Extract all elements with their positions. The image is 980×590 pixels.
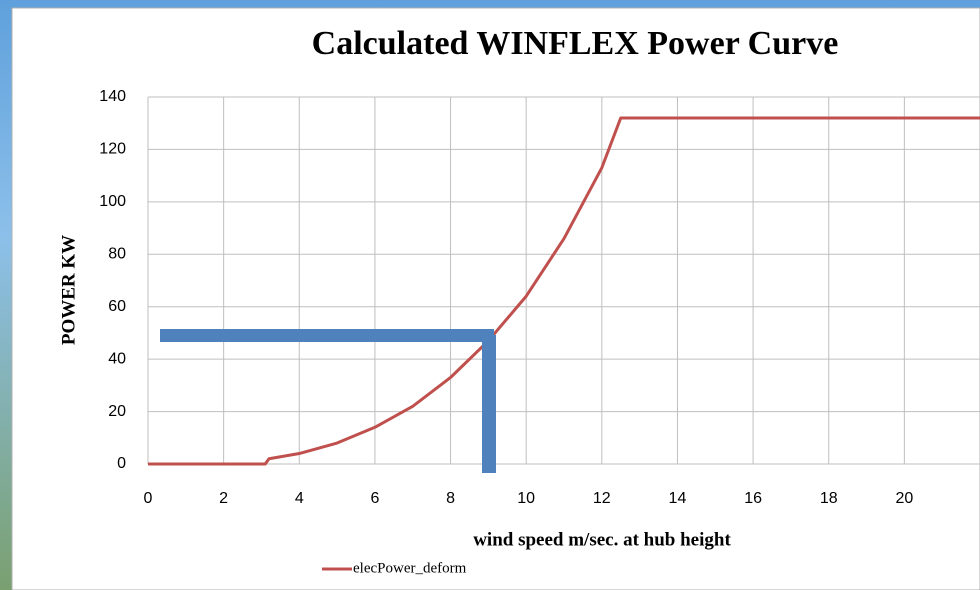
x-tick-label: 10	[517, 490, 535, 507]
series-line	[148, 116, 980, 466]
y-tick-label: 20	[108, 403, 126, 420]
grid: 0 20 40 60 80 100 120 140 0 2 4 6 8 10 12 14 16 18 20	[99, 88, 980, 507]
y-tick-label: 80	[108, 246, 126, 263]
x-tick-label: 20	[895, 490, 913, 507]
x-tick-label: 16	[744, 490, 762, 507]
x-tick-label: 2	[219, 490, 228, 507]
x-tick-label: 14	[669, 490, 687, 507]
x-tick-label: 4	[295, 490, 304, 507]
annotation-horizontal	[160, 329, 494, 342]
y-tick-label: 60	[108, 298, 126, 315]
x-axis-label: wind speed m/sec. at hub height	[473, 529, 731, 550]
y-tick-label: 140	[99, 88, 126, 105]
y-tick-label: 100	[99, 193, 126, 210]
x-tick-label: 18	[820, 490, 838, 507]
x-tick-label: 8	[446, 490, 455, 507]
x-tick-label: 6	[370, 490, 379, 507]
annotation-vertical	[482, 335, 496, 473]
legend: elecPower_deform	[322, 560, 467, 576]
legend-label: elecPower_deform	[353, 560, 467, 576]
y-tick-label: 40	[108, 350, 126, 367]
x-tick-label: 0	[144, 490, 153, 507]
chart-title: Calculated WINFLEX Power Curve	[312, 25, 839, 62]
y-axis-label: POWER KW	[58, 235, 79, 345]
y-tick-label: 120	[99, 141, 126, 158]
y-tick-label: 0	[117, 455, 126, 472]
chart-panel	[11, 7, 980, 590]
x-tick-label: 12	[593, 490, 611, 507]
marks	[148, 116, 980, 466]
